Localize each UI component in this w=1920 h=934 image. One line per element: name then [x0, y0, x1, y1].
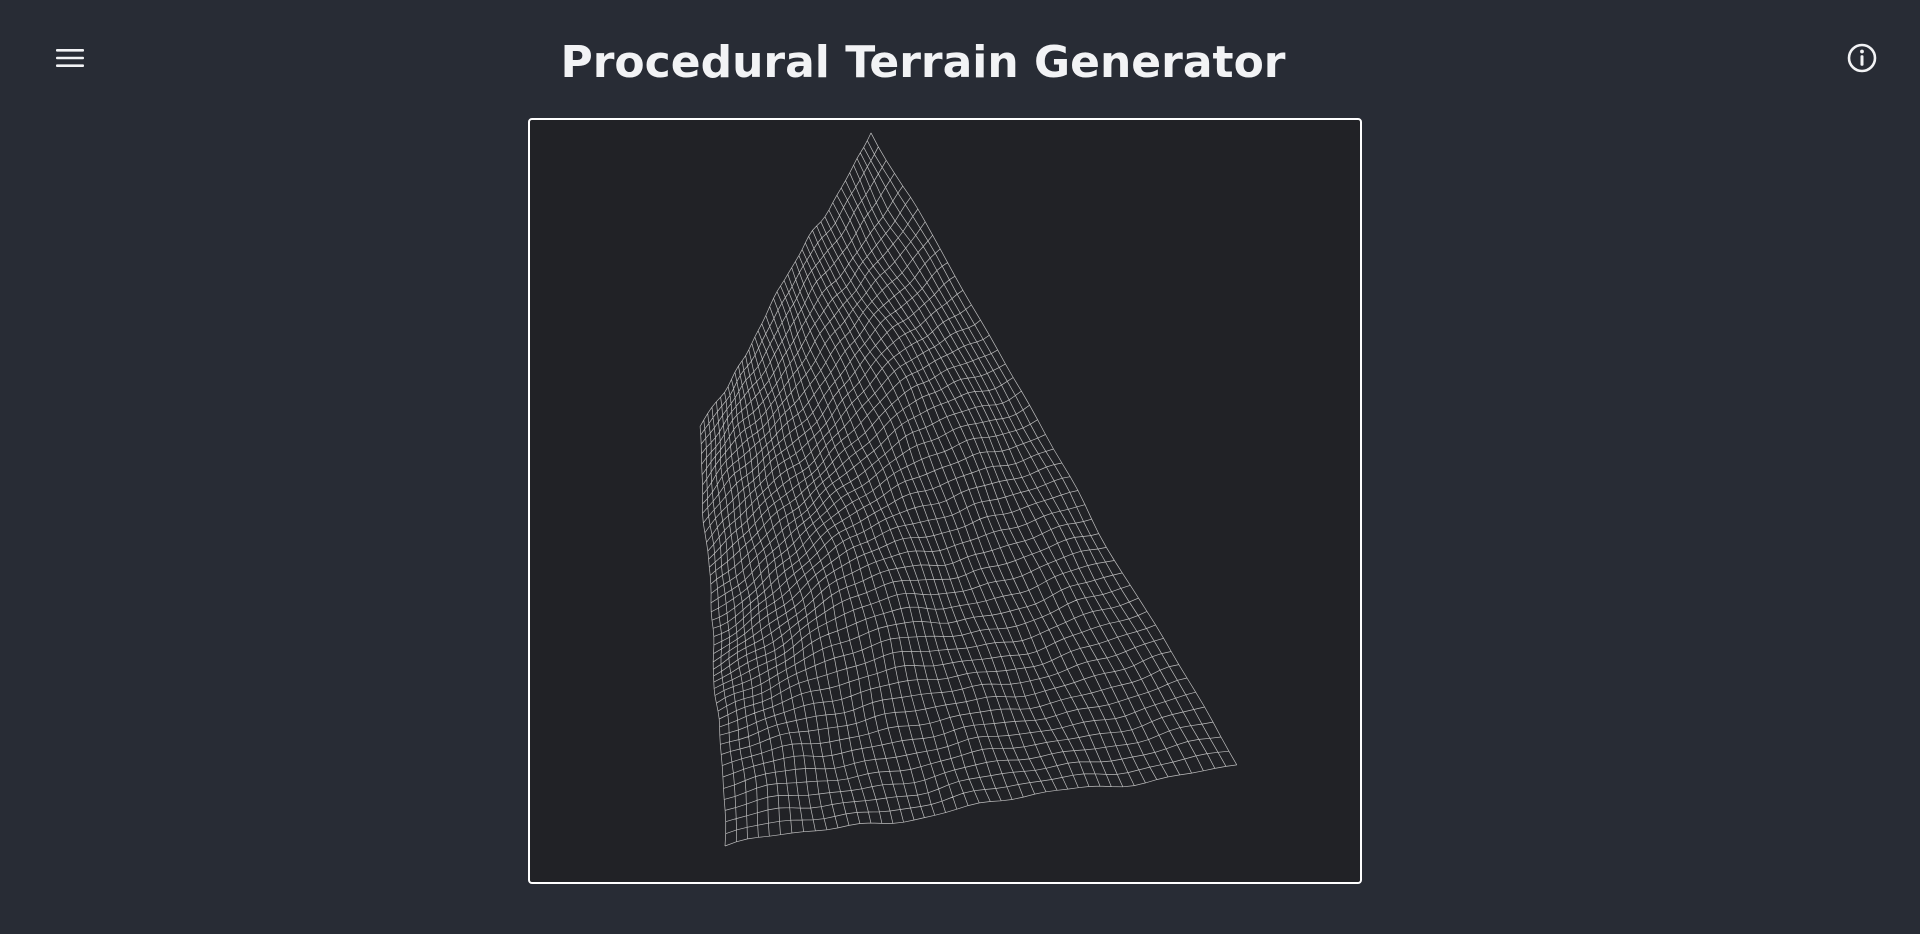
terrain-wireframe[interactable] [530, 120, 1360, 882]
terrain-viewport[interactable] [528, 118, 1362, 884]
hamburger-menu-icon [55, 46, 85, 74]
menu-button[interactable] [48, 40, 92, 80]
info-button[interactable] [1844, 42, 1880, 78]
terrain-mesh [699, 132, 1238, 847]
page-title: Procedural Terrain Generator [560, 37, 1286, 88]
info-circle-icon [1846, 42, 1878, 78]
